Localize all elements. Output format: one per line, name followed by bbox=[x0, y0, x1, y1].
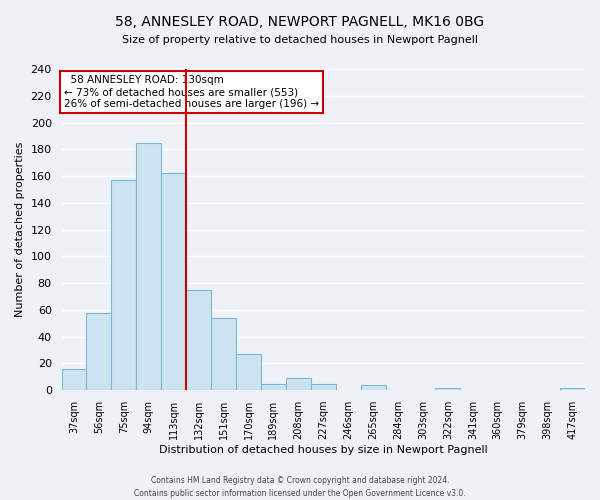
Y-axis label: Number of detached properties: Number of detached properties bbox=[15, 142, 25, 318]
Bar bbox=[436, 388, 460, 390]
Bar bbox=[112, 180, 136, 390]
Bar bbox=[311, 384, 336, 390]
X-axis label: Distribution of detached houses by size in Newport Pagnell: Distribution of detached houses by size … bbox=[159, 445, 488, 455]
Bar bbox=[211, 318, 236, 390]
Bar bbox=[361, 385, 386, 390]
Bar bbox=[86, 312, 112, 390]
Text: 58 ANNESLEY ROAD: 130sqm  
← 73% of detached houses are smaller (553)
26% of sem: 58 ANNESLEY ROAD: 130sqm ← 73% of detach… bbox=[64, 76, 319, 108]
Text: 58, ANNESLEY ROAD, NEWPORT PAGNELL, MK16 0BG: 58, ANNESLEY ROAD, NEWPORT PAGNELL, MK16… bbox=[115, 15, 485, 29]
Bar bbox=[236, 354, 261, 390]
Text: Size of property relative to detached houses in Newport Pagnell: Size of property relative to detached ho… bbox=[122, 35, 478, 45]
Bar bbox=[62, 369, 86, 390]
Bar bbox=[161, 174, 186, 390]
Bar bbox=[560, 388, 585, 390]
Bar bbox=[186, 290, 211, 390]
Bar bbox=[136, 142, 161, 390]
Bar bbox=[261, 384, 286, 390]
Text: Contains HM Land Registry data © Crown copyright and database right 2024.
Contai: Contains HM Land Registry data © Crown c… bbox=[134, 476, 466, 498]
Bar bbox=[286, 378, 311, 390]
